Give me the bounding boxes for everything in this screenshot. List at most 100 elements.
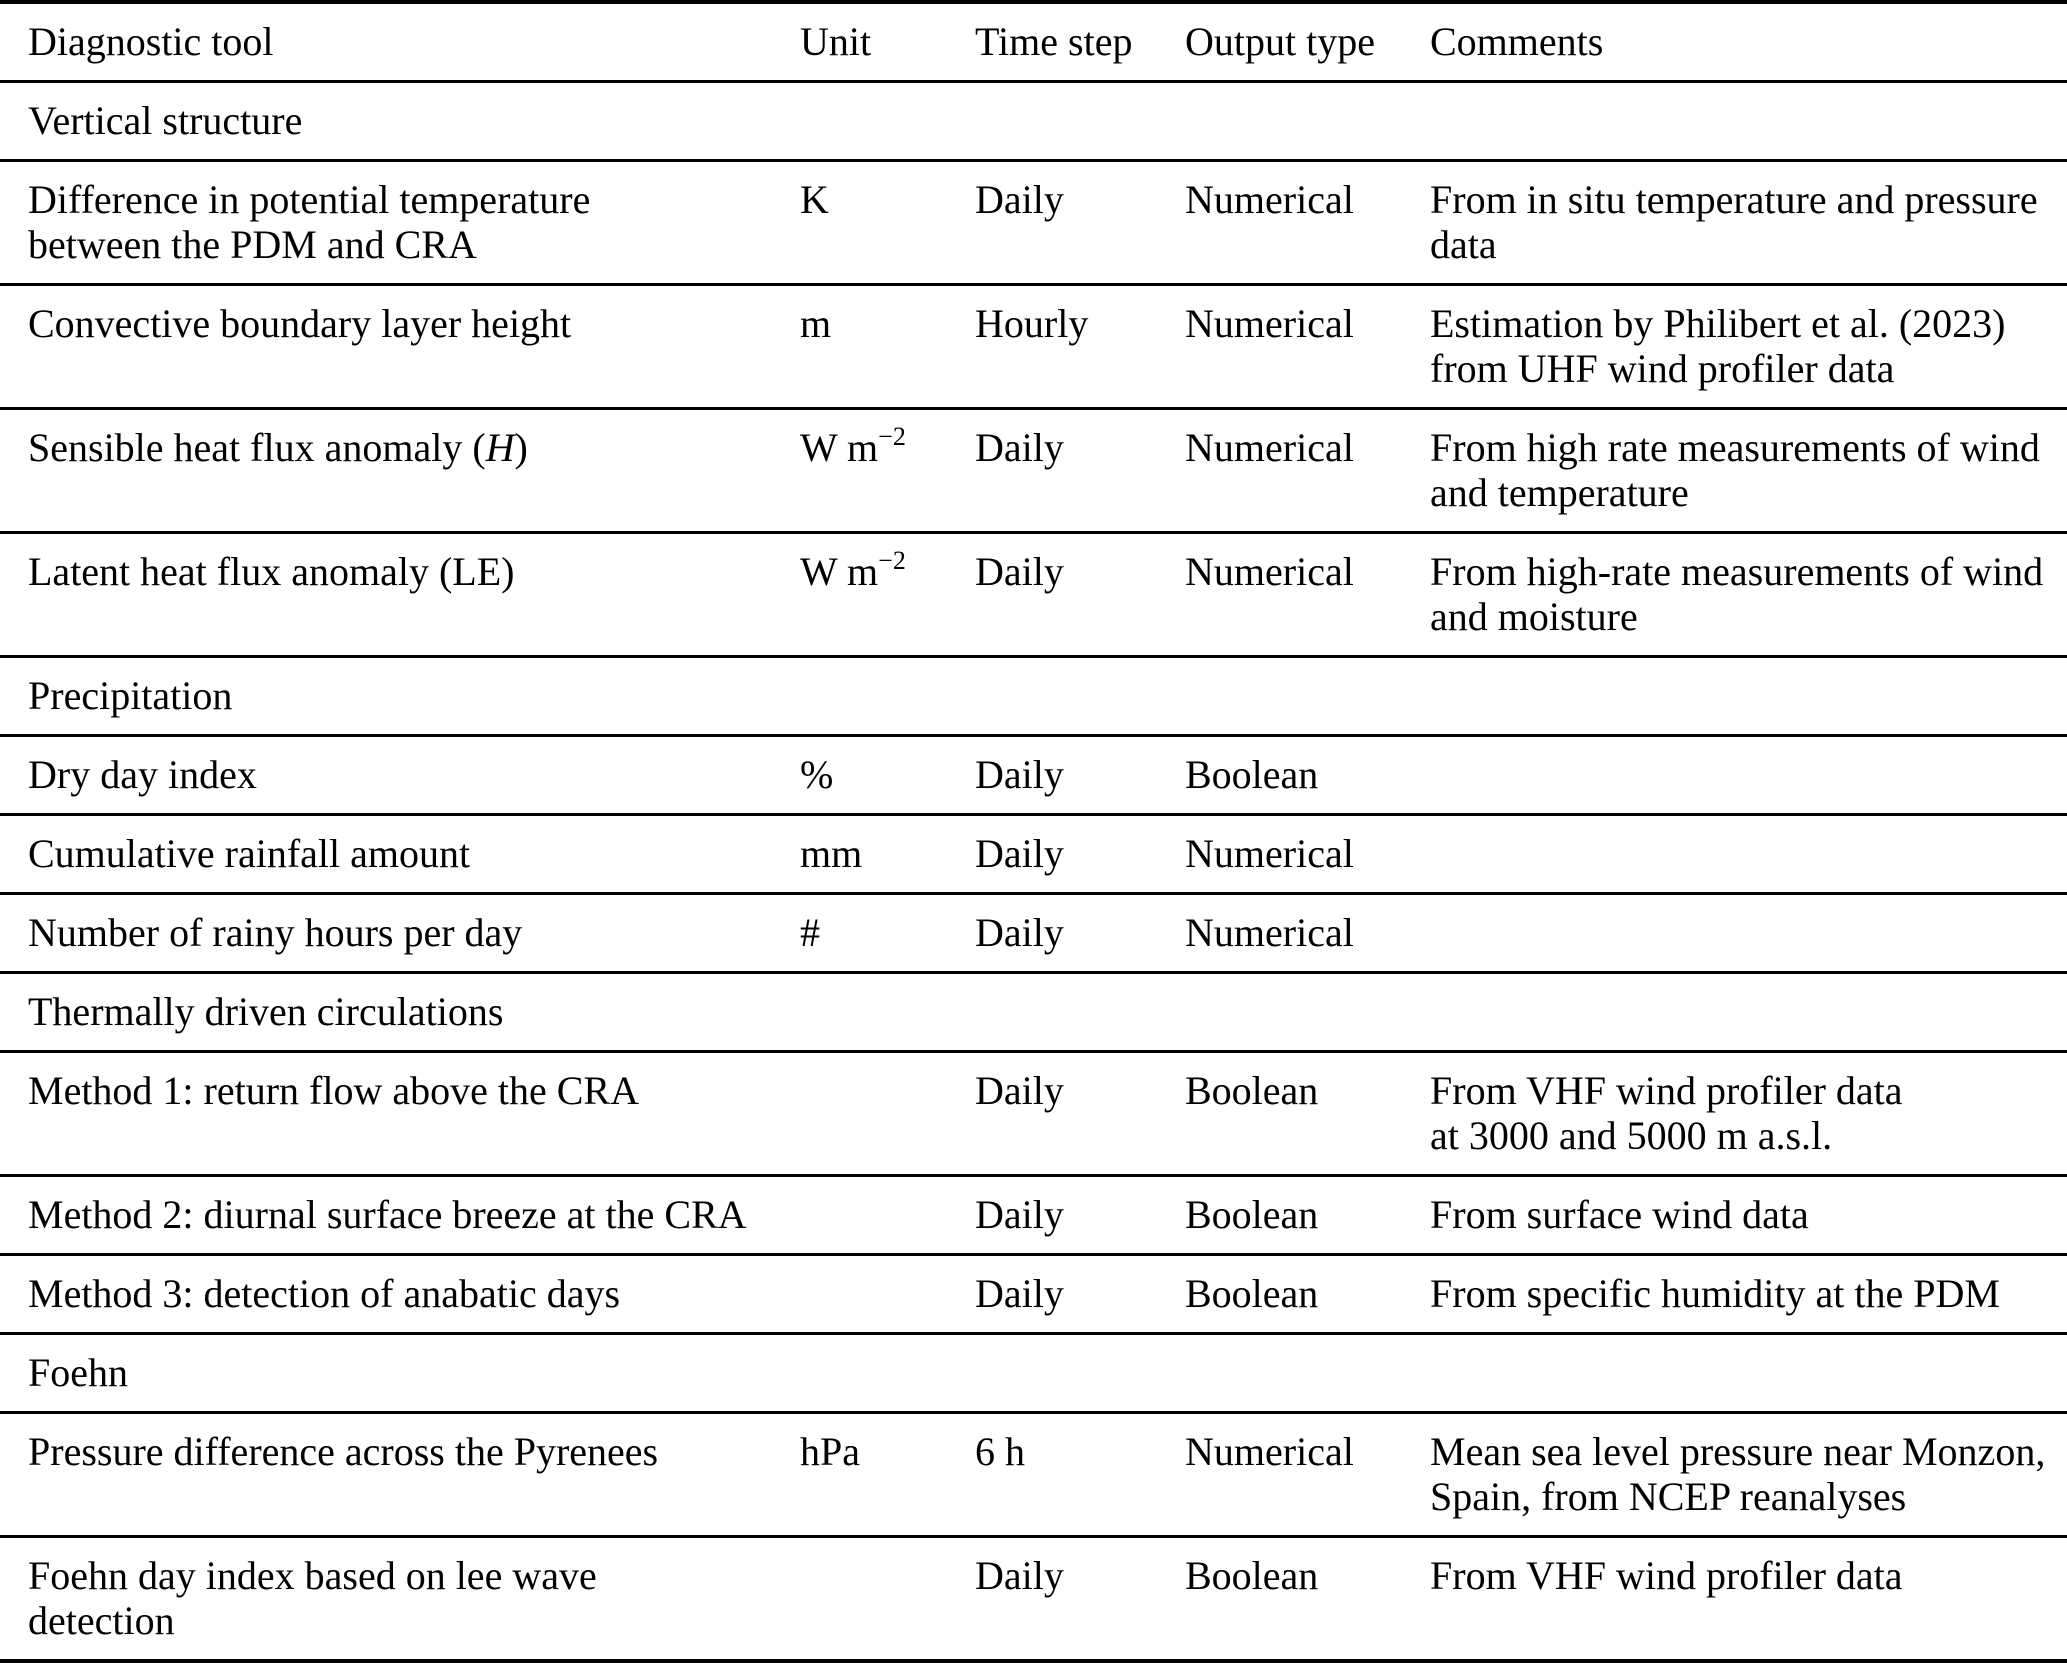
section-title: Precipitation — [28, 673, 233, 718]
table-row: Method 3: detection of anabatic days Dai… — [0, 1255, 2067, 1334]
cell-output-type: Numerical — [1185, 910, 1354, 955]
cell-comments: From VHF wind profiler data at 3000 and … — [1430, 1068, 1903, 1158]
unit-exponent: −2 — [878, 546, 906, 575]
cell-diagnostic-tool: Latent heat flux anomaly (LE) — [0, 533, 800, 657]
section-title: Thermally driven circulations — [28, 989, 504, 1034]
cell-time-step: Daily — [975, 1068, 1064, 1113]
section-title: Foehn — [28, 1350, 128, 1395]
table-row: Dry day index % Daily Boolean — [0, 736, 2067, 815]
diagnostic-tool-text: Sensible heat flux anomaly ( — [28, 425, 486, 470]
diagnostic-tool-text: Number of rainy hours per day — [28, 910, 523, 955]
cell-unit — [800, 1255, 975, 1334]
diagnostic-tool-text: Latent heat flux anomaly (LE) — [28, 549, 515, 594]
cell-comments: From high-rate measurements of wind and … — [1430, 549, 2044, 639]
table-row: Number of rainy hours per day # Daily Nu… — [0, 894, 2067, 973]
table-row: Difference in potential temperature betw… — [0, 161, 2067, 285]
cell-unit: W m−2 — [800, 409, 975, 533]
table-row: Cumulative rainfall amount mm Daily Nume… — [0, 815, 2067, 894]
section-header-row: Thermally driven circulations — [0, 973, 2067, 1052]
cell-diagnostic-tool: Difference in potential temperature betw… — [0, 161, 800, 285]
cell-comments — [1430, 736, 2067, 815]
table-row: Foehn day index based on lee wave detect… — [0, 1537, 2067, 1662]
table-row: Pressure difference across the Pyrenees … — [0, 1413, 2067, 1537]
cell-unit — [800, 1537, 975, 1662]
column-header-unit: Unit — [800, 19, 872, 64]
cell-output-type: Numerical — [1185, 425, 1354, 470]
section-header-row: Vertical structure — [0, 82, 2067, 161]
table-row: Convective boundary layer height m Hourl… — [0, 285, 2067, 409]
cell-output-type: Numerical — [1185, 1429, 1354, 1474]
cell-diagnostic-tool: Pressure difference across the Pyrenees — [0, 1413, 800, 1537]
cell-comments: Mean sea level pressure near Monzon, Spa… — [1430, 1429, 2046, 1519]
cell-time-step: Daily — [975, 752, 1064, 797]
cell-comments: From surface wind data — [1430, 1192, 1809, 1237]
cell-diagnostic-tool: Method 3: detection of anabatic days — [0, 1255, 800, 1334]
cell-diagnostic-tool: Number of rainy hours per day — [0, 894, 800, 973]
cell-unit: % — [800, 736, 975, 815]
cell-time-step: Daily — [975, 549, 1064, 594]
cell-comments: From in situ temperature and pressure da… — [1430, 177, 2038, 267]
diagnostic-tool-text: Dry day index — [28, 752, 257, 797]
cell-output-type: Boolean — [1185, 1271, 1319, 1316]
cell-unit: # — [800, 894, 975, 973]
cell-output-type: Boolean — [1185, 752, 1319, 797]
cell-time-step: Daily — [975, 425, 1064, 470]
cell-unit: K — [800, 161, 975, 285]
cell-unit: m — [800, 285, 975, 409]
diagnostic-tool-text: Foehn day index based on lee wave detect… — [28, 1553, 597, 1643]
cell-unit: W m−2 — [800, 533, 975, 657]
cell-time-step: 6 h — [975, 1429, 1025, 1474]
cell-time-step: Daily — [975, 910, 1064, 955]
unit-text: W m — [800, 549, 879, 594]
cell-time-step: Daily — [975, 177, 1064, 222]
cell-unit — [800, 1176, 975, 1255]
table-row: Sensible heat flux anomaly (H) W m−2 Dai… — [0, 409, 2067, 533]
cell-diagnostic-tool: Dry day index — [0, 736, 800, 815]
column-header-output-type: Output type — [1185, 19, 1375, 64]
cell-time-step: Hourly — [975, 301, 1089, 346]
unit-text: m — [800, 301, 832, 346]
unit-text: hPa — [800, 1429, 860, 1474]
unit-text: W m — [800, 425, 879, 470]
cell-time-step: Daily — [975, 831, 1064, 876]
cell-output-type: Numerical — [1185, 831, 1354, 876]
column-header-time-step: Time step — [975, 19, 1133, 64]
unit-text: mm — [800, 831, 863, 876]
diagnostic-tool-text: Difference in potential temperature betw… — [28, 177, 591, 267]
cell-time-step: Daily — [975, 1553, 1064, 1598]
cell-output-type: Numerical — [1185, 177, 1354, 222]
cell-comments: Estimation by Philibert et al. (2023) fr… — [1430, 301, 2006, 391]
cell-diagnostic-tool: Method 1: return flow above the CRA — [0, 1052, 800, 1176]
unit-text: % — [800, 752, 834, 797]
section-title: Vertical structure — [28, 98, 303, 143]
cell-time-step: Daily — [975, 1271, 1064, 1316]
cell-unit: hPa — [800, 1413, 975, 1537]
cell-diagnostic-tool: Cumulative rainfall amount — [0, 815, 800, 894]
diagnostic-tool-text: Method 1: return flow above the CRA — [28, 1068, 639, 1113]
column-header-comments: Comments — [1430, 19, 1604, 64]
cell-output-type: Boolean — [1185, 1192, 1319, 1237]
cell-output-type: Numerical — [1185, 301, 1354, 346]
cell-time-step: Daily — [975, 1192, 1064, 1237]
diagnostic-tool-italic: H — [485, 425, 515, 470]
cell-comments: From specific humidity at the PDM — [1430, 1271, 2000, 1316]
cell-output-type: Numerical — [1185, 549, 1354, 594]
table-body: Vertical structure Difference in potenti… — [0, 82, 2067, 1662]
table-row: Method 1: return flow above the CRA Dail… — [0, 1052, 2067, 1176]
cell-output-type: Boolean — [1185, 1068, 1319, 1113]
diagnostic-tool-suffix: ) — [514, 425, 528, 470]
cell-diagnostic-tool: Convective boundary layer height — [0, 285, 800, 409]
section-header-row: Precipitation — [0, 657, 2067, 736]
table-row: Latent heat flux anomaly (LE) W m−2 Dail… — [0, 533, 2067, 657]
table-row: Method 2: diurnal surface breeze at the … — [0, 1176, 2067, 1255]
diagnostic-tool-text: Convective boundary layer height — [28, 301, 572, 346]
header-row: Diagnostic tool Unit Time step Output ty… — [0, 2, 2067, 82]
unit-text: K — [800, 177, 829, 222]
section-header-row: Foehn — [0, 1334, 2067, 1413]
cell-comments: From VHF wind profiler data — [1430, 1553, 1903, 1598]
cell-comments: From high rate measurements of wind and … — [1430, 425, 2040, 515]
cell-unit: mm — [800, 815, 975, 894]
diagnostic-tool-text: Method 3: detection of anabatic days — [28, 1271, 621, 1316]
cell-comments — [1430, 815, 2067, 894]
